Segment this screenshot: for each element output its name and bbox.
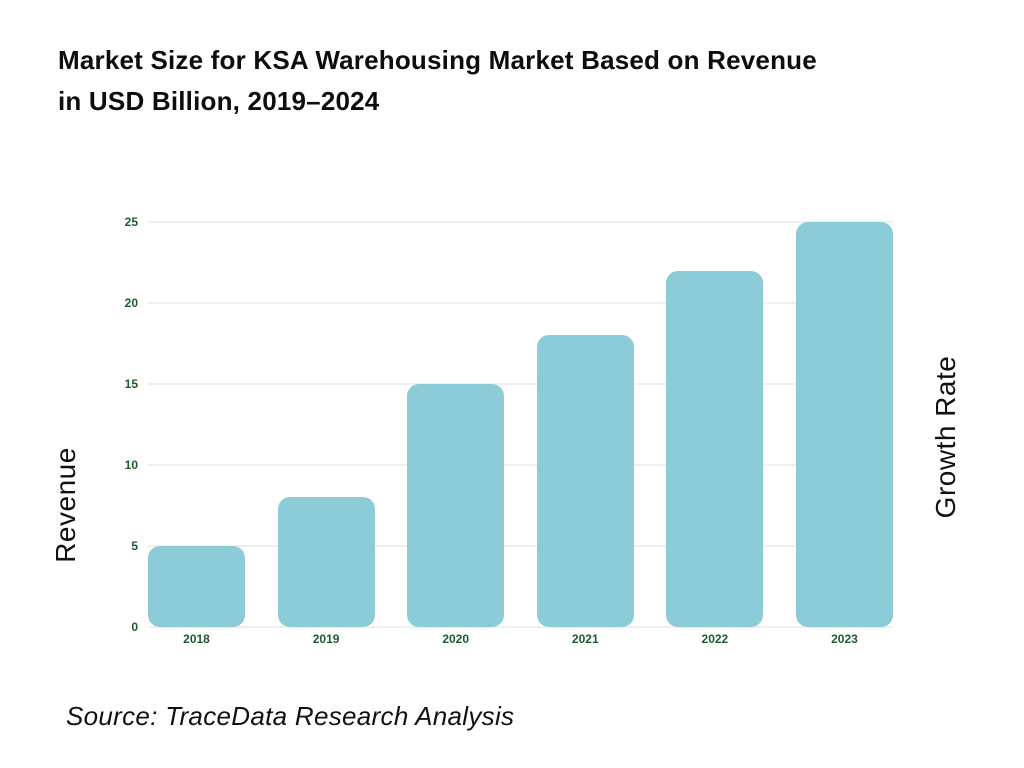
gridline-25 [148,221,893,223]
x-tick-label-2021: 2021 [571,632,599,646]
gridline-15 [148,383,893,385]
bar-2021 [536,335,634,627]
bar-column-2019: 2019 [277,222,375,646]
y-axis-label-revenue: Revenue [50,447,81,563]
y-tick-label-5: 5 [131,539,138,553]
bar-2022 [666,270,764,627]
chart-title-line2: in USD Billion, 2019–2024 [58,86,380,116]
source-text: Source: TraceData Research Analysis [66,701,515,731]
y-axis-label-growth-rate: Growth Rate [930,355,961,519]
bar-column-2022: 2022 [666,222,764,646]
x-tick-label-2022: 2022 [701,632,729,646]
bar-column-2023: 2023 [795,222,893,646]
x-tick-label-2018: 2018 [183,632,210,646]
x-tick-label-2020: 2020 [442,632,470,646]
bar-2019 [277,497,375,627]
x-tick-label-2023: 2023 [831,632,858,646]
gridline-10 [148,464,893,466]
x-tick-label-2019: 2019 [312,632,340,646]
gridline-5 [148,545,893,547]
bar-column-2018: 2018 [148,222,245,646]
chart-title: Market Size for KSA Warehousing Market B… [58,40,817,122]
y-tick-label-0: 0 [131,620,138,634]
y-tick-label-20: 20 [124,296,138,310]
bar-column-2021: 2021 [536,222,634,646]
bar-2020 [407,384,505,627]
y-tick-label-10: 10 [124,458,138,472]
y-tick-label-25: 25 [124,215,138,229]
chart-title-line1: Market Size for KSA Warehousing Market B… [58,45,817,75]
bar-chart-plot: 0 5 10 15 20 25 2018 2019 2020 2021 2022 2023 [125,216,893,646]
y-tick-label-15: 15 [124,377,138,391]
bar-column-2020: 2020 [407,222,505,646]
gridline-20 [148,302,893,304]
gridline-0 [148,626,893,628]
bar-2018 [148,546,245,627]
bar-2023 [795,222,893,627]
bars-layer: 2018 2019 2020 2021 2022 2023 [148,222,893,646]
